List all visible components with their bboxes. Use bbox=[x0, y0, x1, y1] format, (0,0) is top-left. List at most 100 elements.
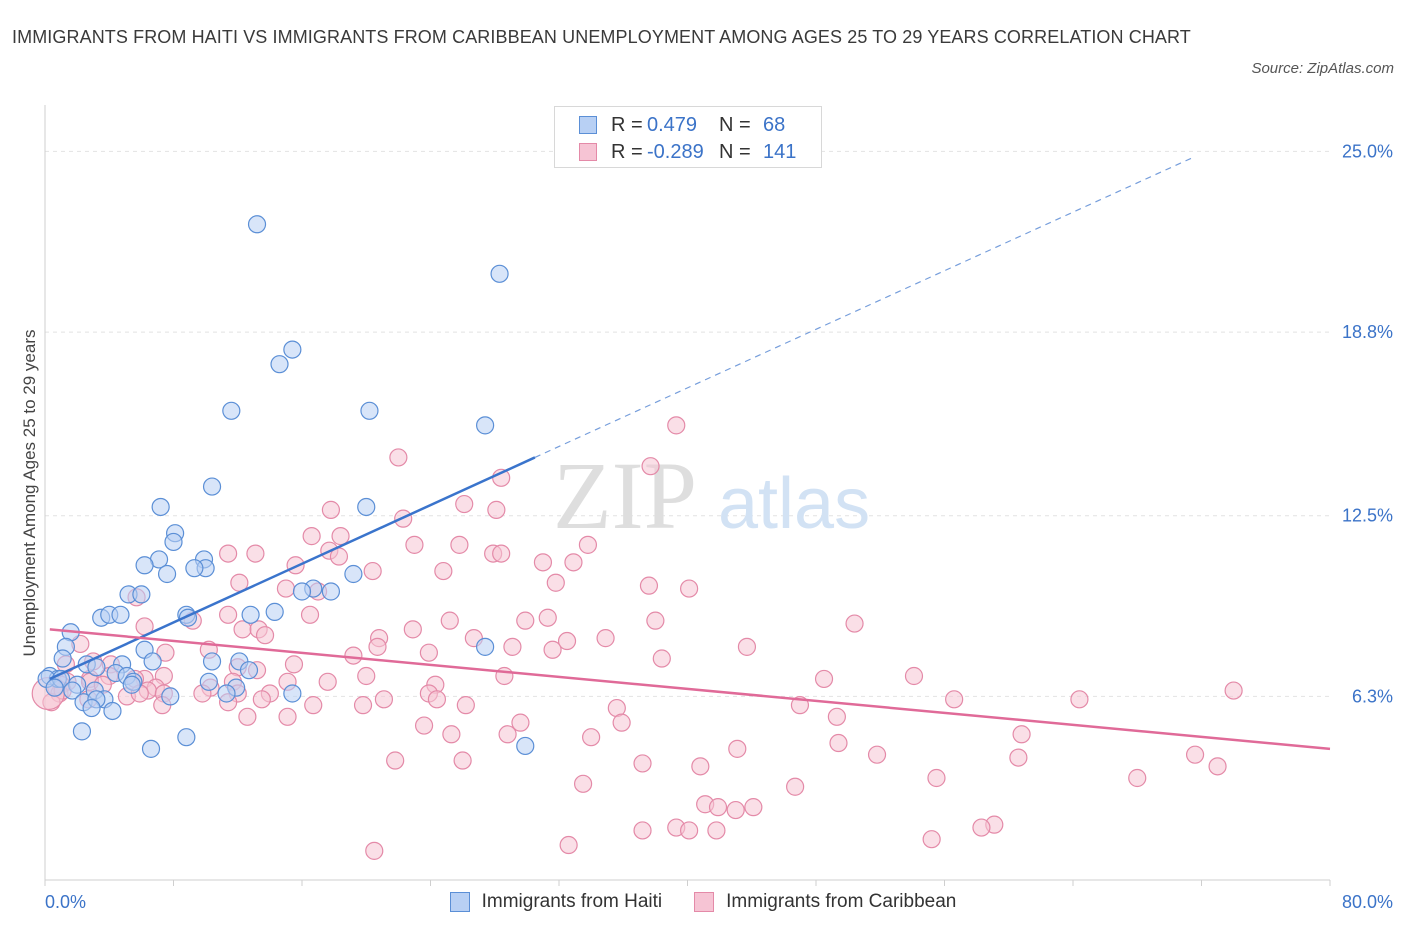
watermark-atlas: atlas bbox=[718, 464, 870, 544]
legend-r-value: 0.479 bbox=[647, 113, 698, 136]
data-point-caribbean bbox=[276, 579, 296, 598]
data-point-haiti bbox=[111, 605, 130, 624]
data-point-caribbean bbox=[814, 669, 834, 689]
legend-r-label: R = bbox=[611, 140, 643, 163]
data-point-caribbean bbox=[344, 646, 363, 665]
data-point-haiti bbox=[516, 736, 535, 756]
data-point-haiti bbox=[247, 215, 267, 234]
data-point-caribbean bbox=[219, 544, 238, 563]
data-point-caribbean bbox=[414, 716, 434, 735]
data-point-haiti bbox=[53, 649, 72, 668]
data-point-caribbean bbox=[219, 605, 238, 624]
tick-labels: 6.3% 12.5% 18.8% 25.0% 0.0% 80.0% bbox=[45, 141, 1393, 912]
data-point-caribbean bbox=[403, 620, 422, 639]
data-point-haiti bbox=[490, 264, 509, 283]
data-point-caribbean bbox=[255, 626, 275, 645]
data-point-haiti bbox=[344, 564, 363, 584]
data-point-caribbean bbox=[1009, 748, 1028, 767]
x-tick-label: 0.0% bbox=[45, 892, 86, 912]
data-point-haiti bbox=[202, 477, 222, 496]
data-point-caribbean bbox=[453, 751, 472, 770]
data-point-haiti bbox=[283, 340, 302, 359]
y-tick-label: 12.5% bbox=[1342, 506, 1393, 526]
trend-lines bbox=[49, 156, 1331, 751]
data-point-haiti bbox=[164, 532, 183, 552]
data-point-caribbean bbox=[945, 690, 964, 709]
legend-item-haiti: Immigrants from Haiti bbox=[449, 891, 663, 913]
data-point-haiti bbox=[161, 687, 180, 706]
data-point-caribbean bbox=[434, 561, 453, 581]
data-point-haiti bbox=[143, 652, 162, 671]
data-point-caribbean bbox=[427, 690, 447, 709]
y-axis-label: Unemployment Among Ages 25 to 29 years bbox=[20, 330, 39, 657]
legend-r-value: -0.289 bbox=[647, 140, 704, 163]
data-point-caribbean bbox=[389, 448, 408, 467]
data-point-caribbean bbox=[680, 579, 699, 598]
data-point-caribbean bbox=[867, 745, 887, 764]
x-tick-label: 80.0% bbox=[1342, 892, 1393, 912]
data-point-haiti bbox=[357, 497, 376, 517]
legend-n-value: 68 bbox=[763, 113, 786, 136]
data-point-caribbean bbox=[1185, 745, 1205, 764]
data-point-caribbean bbox=[612, 713, 631, 732]
data-point-haiti bbox=[135, 556, 154, 575]
data-point-caribbean bbox=[927, 768, 946, 788]
data-point-caribbean bbox=[708, 798, 728, 817]
data-point-caribbean bbox=[744, 798, 763, 817]
legend-swatch-haiti bbox=[449, 892, 470, 912]
data-point-caribbean bbox=[564, 553, 583, 572]
data-point-caribbean bbox=[442, 725, 461, 744]
data-point-caribbean bbox=[363, 561, 382, 581]
data-point-haiti bbox=[157, 564, 177, 584]
data-point-caribbean bbox=[238, 707, 257, 726]
data-point-caribbean bbox=[321, 500, 341, 519]
data-point-caribbean bbox=[498, 725, 517, 744]
data-point-caribbean bbox=[546, 573, 565, 592]
data-point-caribbean bbox=[680, 821, 699, 840]
data-point-caribbean bbox=[1012, 725, 1031, 744]
data-point-caribbean bbox=[405, 535, 424, 554]
data-point-haiti bbox=[82, 698, 101, 718]
data-point-caribbean bbox=[904, 666, 924, 686]
data-point-caribbean bbox=[455, 494, 474, 514]
data-point-caribbean bbox=[737, 637, 757, 656]
data-point-caribbean bbox=[538, 608, 557, 627]
y-tick-label: 6.3% bbox=[1352, 686, 1393, 706]
y-tick-label: 18.8% bbox=[1342, 322, 1393, 342]
data-point-haiti bbox=[177, 728, 196, 747]
data-point-caribbean bbox=[639, 576, 659, 595]
data-point-haiti bbox=[222, 401, 241, 420]
data-point-haiti bbox=[292, 582, 312, 601]
data-point-caribbean bbox=[450, 535, 469, 554]
data-point-caribbean bbox=[386, 751, 405, 770]
data-point-caribbean bbox=[845, 614, 864, 633]
legend-label-haiti: Immigrants from Haiti bbox=[481, 891, 663, 912]
data-point-caribbean bbox=[582, 728, 601, 747]
watermark-zip: ZIP bbox=[553, 442, 697, 549]
data-point-caribbean bbox=[596, 629, 615, 648]
data-point-caribbean bbox=[578, 535, 598, 554]
data-point-haiti bbox=[63, 681, 82, 700]
data-point-caribbean bbox=[667, 416, 686, 435]
data-point-haiti bbox=[103, 701, 122, 721]
data-point-caribbean bbox=[652, 649, 671, 668]
axes bbox=[44, 105, 1331, 886]
data-point-caribbean bbox=[365, 841, 384, 860]
data-point-caribbean bbox=[487, 500, 506, 519]
data-point-haiti bbox=[141, 739, 161, 758]
data-point-caribbean bbox=[353, 696, 373, 715]
data-point-caribbean bbox=[646, 611, 665, 630]
data-point-caribbean bbox=[516, 611, 535, 630]
data-point-haiti bbox=[265, 602, 284, 621]
data-point-caribbean bbox=[503, 637, 522, 656]
data-point-haiti bbox=[199, 672, 218, 691]
data-point-caribbean bbox=[1224, 681, 1243, 700]
data-point-caribbean bbox=[302, 527, 321, 546]
data-point-haiti bbox=[239, 661, 259, 680]
haiti-trend-line bbox=[49, 456, 536, 681]
data-point-haiti bbox=[217, 684, 236, 703]
data-point-caribbean bbox=[641, 457, 660, 476]
data-point-caribbean bbox=[278, 707, 297, 726]
data-point-caribbean bbox=[533, 553, 553, 572]
data-point-caribbean bbox=[557, 631, 577, 651]
